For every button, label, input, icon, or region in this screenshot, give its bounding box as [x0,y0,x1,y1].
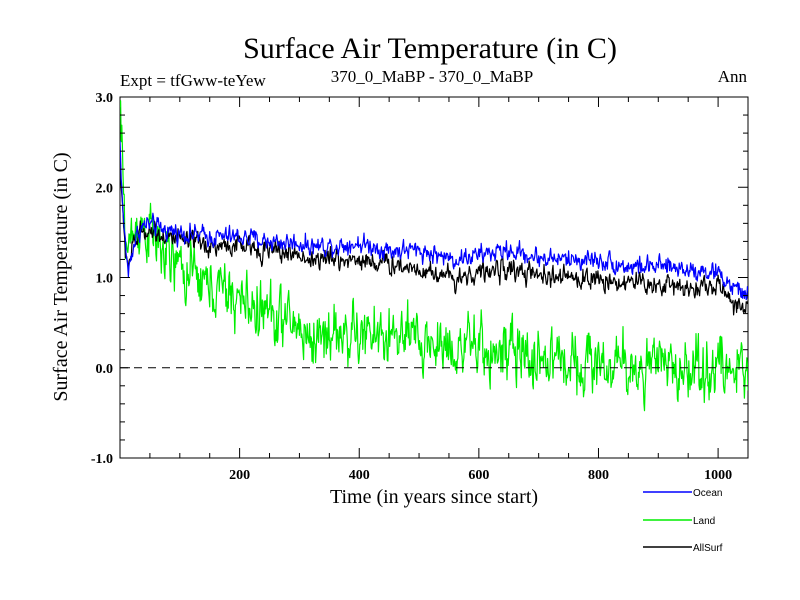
x-tick-label: 400 [349,468,370,483]
chart-title: Surface Air Temperature (in C) [243,32,617,65]
chart-subtitle-center: 370_0_MaBP - 370_0_MaBP [331,67,533,86]
legend: Ocean Land AllSurf [643,488,723,554]
x-axis-label: Time (in years since start) [330,486,538,508]
series-line-ocean [120,140,748,301]
x-tick-label: 800 [588,468,609,483]
x-tick-label: 200 [229,468,250,483]
x-tick-label: 600 [468,468,489,483]
y-tick-label: -1.0 [91,452,113,467]
series-line-allsurf [120,150,748,316]
chart-subtitle-left: Expt = tfGww-teYew [120,71,266,90]
y-axis-label: Surface Air Temperature (in C) [50,152,72,401]
legend-label-land: Land [693,516,715,527]
y-tick-label: 3.0 [96,91,114,106]
legend-label-ocean: Ocean [693,488,722,499]
legend-label-allsurf: AllSurf [693,543,723,554]
chart-subtitle-right: Ann [718,67,748,86]
y-tick-label: 1.0 [96,272,114,287]
x-tick-label: 1000 [704,468,732,483]
series-line-land [120,100,748,412]
y-tick-label: 2.0 [96,181,114,196]
y-tick-label: 0.0 [96,362,114,377]
